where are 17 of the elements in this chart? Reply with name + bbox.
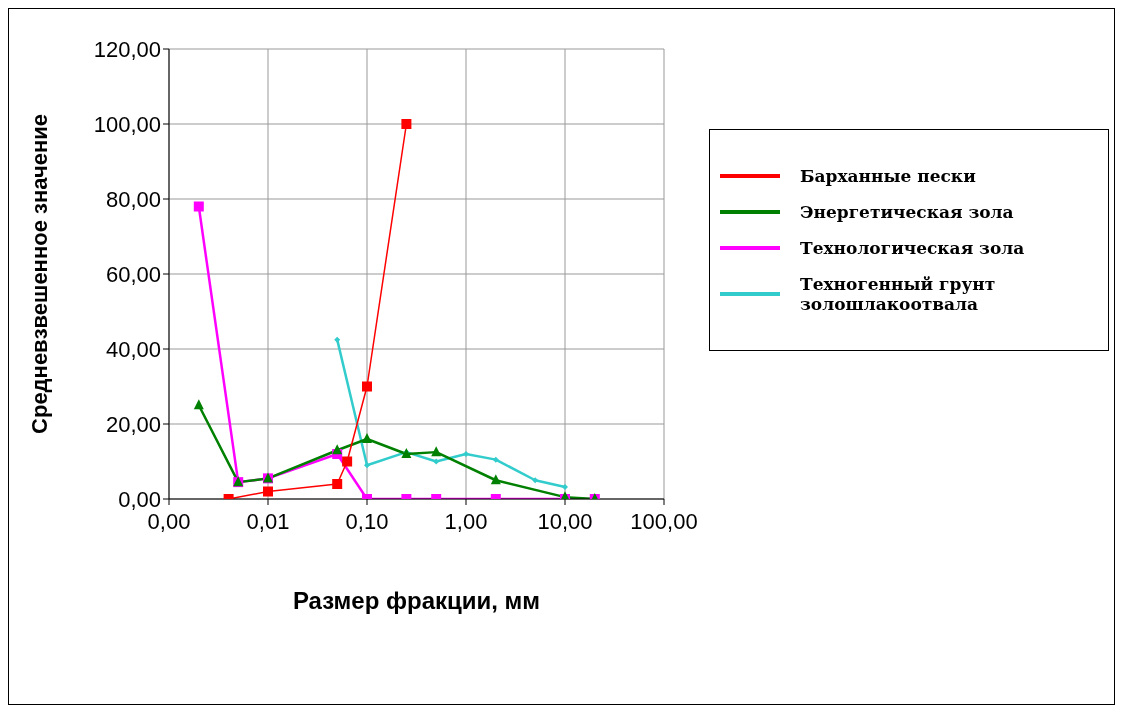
legend-label: Энергетическая зола (800, 202, 1014, 222)
x-tick-label: 10,00 (537, 508, 593, 534)
x-tick-label: 1,00 (444, 508, 488, 534)
x-tick-label: 100,00 (630, 508, 698, 534)
x-axis-title: Размер фракции, мм (292, 587, 541, 614)
y-tick-label: 20,00 (105, 411, 161, 437)
y-axis-title: Средневзвешенное значение (26, 114, 52, 434)
x-tick-label: 0,01 (246, 508, 290, 534)
legend-label: Техногенный грунт золошлакоотвала (800, 274, 997, 314)
legend-label: Технологическая зола (800, 238, 1025, 258)
y-tick-label: 100,00 (93, 111, 161, 137)
y-tick-label: 40,00 (105, 336, 161, 362)
legend-label: Барханные пески (800, 166, 976, 186)
y-tick-label: 80,00 (105, 186, 161, 212)
y-tick-label: 120,00 (93, 36, 161, 62)
x-tick-label: 0,10 (345, 508, 389, 534)
y-tick-label: 60,00 (105, 261, 161, 287)
